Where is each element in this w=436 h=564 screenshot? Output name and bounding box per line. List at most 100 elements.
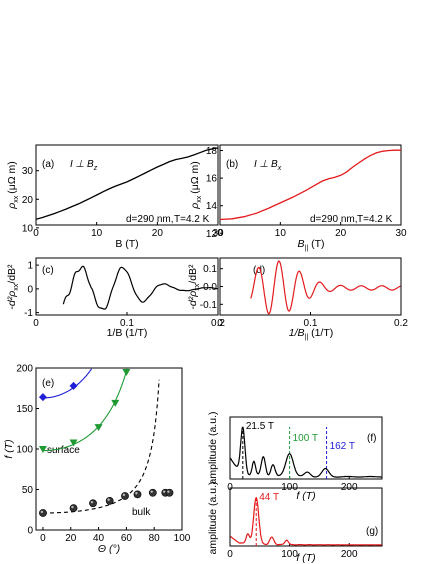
- panel-e-ylabel: f (T): [3, 439, 15, 458]
- panel-a-curve: [35, 147, 219, 220]
- panel-a-frame: [35, 144, 219, 226]
- panel-b-xlabel: B|| (T): [298, 238, 325, 252]
- surface-point-green: [94, 424, 103, 432]
- bulk-point-highlight: [71, 505, 74, 509]
- panel-a: (a) I ⊥ Bz d=290 nm, T=4.2 K B (T) ρxx(μ…: [6, 144, 224, 250]
- panel-g-xlabel: f (T): [296, 552, 315, 564]
- bulk-point-highlight: [40, 510, 44, 514]
- y-tick-label: 0: [27, 526, 33, 537]
- x-tick-label: 100: [281, 549, 298, 560]
- bulk-point: [165, 488, 174, 497]
- peak-label: 44 T: [259, 492, 279, 503]
- y-tick-label: 0.1: [203, 264, 217, 275]
- y-tick-label: 0.0: [203, 282, 217, 293]
- panel-e-surface-label: surface: [47, 445, 80, 456]
- panel-c-ylabel: -d²ρxx/dB²: [6, 264, 20, 310]
- panel-b-ylabel: ρxx(μΩ m): [189, 161, 203, 210]
- panel-f-frame: [229, 416, 383, 480]
- y-tick-label: -0.1: [200, 300, 218, 311]
- surface-fit-blue: [43, 368, 93, 399]
- y-tick-label: 30: [22, 166, 34, 177]
- y-tick-label: 1: [27, 261, 33, 272]
- surface-point-green: [122, 369, 131, 377]
- panel-a-xlabel: B (T): [115, 238, 138, 250]
- surface-point-blue: [38, 393, 47, 402]
- x-tick-label: 0: [217, 318, 223, 329]
- surface-fit-green: [43, 368, 128, 452]
- x-tick-label: 10: [91, 228, 103, 239]
- surface-point-green: [69, 439, 78, 447]
- bulk-point: [69, 504, 78, 513]
- bulk-point: [121, 492, 129, 500]
- panel-g-ylabel: amplitude (a.u.): [207, 482, 219, 555]
- x-tick-label: 20: [152, 228, 164, 239]
- x-tick-label: 0: [40, 533, 46, 544]
- surface-point-green: [38, 446, 47, 453]
- panel-d-frame: [219, 257, 402, 316]
- panel-d: (d) 1/B|| (1/T) -d²ρxx/dB² 0 0.1 0.2 -0.1 0.…: [187, 257, 408, 341]
- bulk-point-highlight: [135, 492, 138, 495]
- panel-b-label: (b): [226, 159, 238, 170]
- x-tick-label: 30: [395, 228, 407, 239]
- x-tick-label: 80: [149, 533, 161, 544]
- panel-a-annotation: I ⊥ Bz: [70, 159, 98, 172]
- panel-b-note-d: d=290 nm,: [310, 214, 358, 225]
- bulk-fit-line: [43, 379, 160, 514]
- x-tick-label: 20: [335, 228, 347, 239]
- peak-label: 162 T: [330, 441, 355, 452]
- panel-a-label: (a): [42, 159, 54, 170]
- x-tick-label: 0.1: [120, 318, 134, 329]
- bulk-point-highlight: [90, 500, 94, 504]
- bulk-point: [133, 490, 142, 499]
- panel-d-ylabel: -d²ρxx/dB²: [187, 264, 201, 310]
- y-tick-label: 150: [16, 404, 33, 415]
- panel-f-ylabel: amplitude (a.u.): [207, 412, 219, 485]
- panel-g-label: (g): [366, 526, 378, 537]
- panel-c: (c) 1/B (1/T) -d²ρxx/dB² 0 0.1 0.2-101: [6, 257, 225, 339]
- y-tick-label: 12: [206, 229, 218, 240]
- panel-b: (b) I ⊥ Bx d=290 nm, T=4.2 K B|| (T) ρxx…: [189, 144, 407, 252]
- panel-d-label: (d): [253, 265, 265, 276]
- x-tick-label: 0: [227, 549, 233, 560]
- y-tick-label: 14: [206, 201, 218, 212]
- panel-d-curve: [250, 260, 401, 315]
- x-tick-label: 200: [341, 549, 358, 560]
- bulk-point: [89, 499, 97, 508]
- panel-f-curve: [230, 426, 382, 478]
- panel-a-note-t: T=4.2 K: [174, 214, 210, 225]
- bulk-point-highlight: [150, 490, 153, 493]
- x-tick-label: 60: [121, 533, 133, 544]
- peak-label: 100 T: [293, 433, 318, 444]
- panel-g-curve: [230, 496, 382, 546]
- bulk-point-highlight: [163, 490, 166, 493]
- y-tick-label: 10: [22, 223, 34, 234]
- surface-point-green: [111, 399, 120, 407]
- x-tick-label: 0.2: [211, 318, 225, 329]
- bulk-point: [39, 509, 47, 517]
- bulk-point: [105, 496, 114, 505]
- panel-a-ylabel: ρxx(μΩ m): [6, 161, 20, 210]
- x-tick-label: 40: [93, 533, 105, 544]
- x-tick-label: 20: [65, 533, 77, 544]
- panel-e-bulk-label: bulk: [132, 507, 151, 518]
- y-tick-label: -1: [24, 308, 33, 319]
- x-tick-label: 30: [212, 228, 224, 239]
- panel-b-note-t: T=4.2 K: [357, 214, 393, 225]
- y-tick-label: 200: [16, 364, 33, 375]
- y-tick-label: 100: [16, 445, 33, 456]
- x-tick-label: 0.2: [394, 318, 408, 329]
- panel-f-label: (f): [367, 433, 376, 444]
- panel-c-xlabel: 1/B (1/T): [107, 327, 148, 339]
- panel-b-curve: [219, 149, 401, 221]
- y-tick-label: 50: [22, 485, 34, 496]
- panel-a-note-d: d=290 nm,: [126, 214, 174, 225]
- bulk-point-highlight: [167, 490, 170, 493]
- bulk-point-highlight: [122, 493, 126, 497]
- panel-g: (g) f (T) amplitude (a.u.) 0 100 200 44 T: [207, 482, 383, 564]
- panel-e-label: (e): [42, 378, 54, 389]
- x-tick-label: 10: [275, 228, 287, 239]
- panel-c-curve: [62, 265, 218, 310]
- panel-e-xlabel: Θ (°): [98, 543, 120, 555]
